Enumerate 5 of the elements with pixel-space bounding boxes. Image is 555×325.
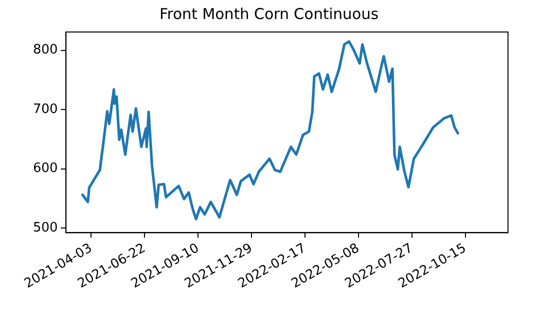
chart-title: Front Month Corn Continuous [159,4,379,23]
y-tick-label: 800 [32,42,58,58]
y-tick-label: 600 [32,161,58,176]
y-tick-label: 700 [32,102,58,117]
y-tick-label: 500 [32,220,58,236]
